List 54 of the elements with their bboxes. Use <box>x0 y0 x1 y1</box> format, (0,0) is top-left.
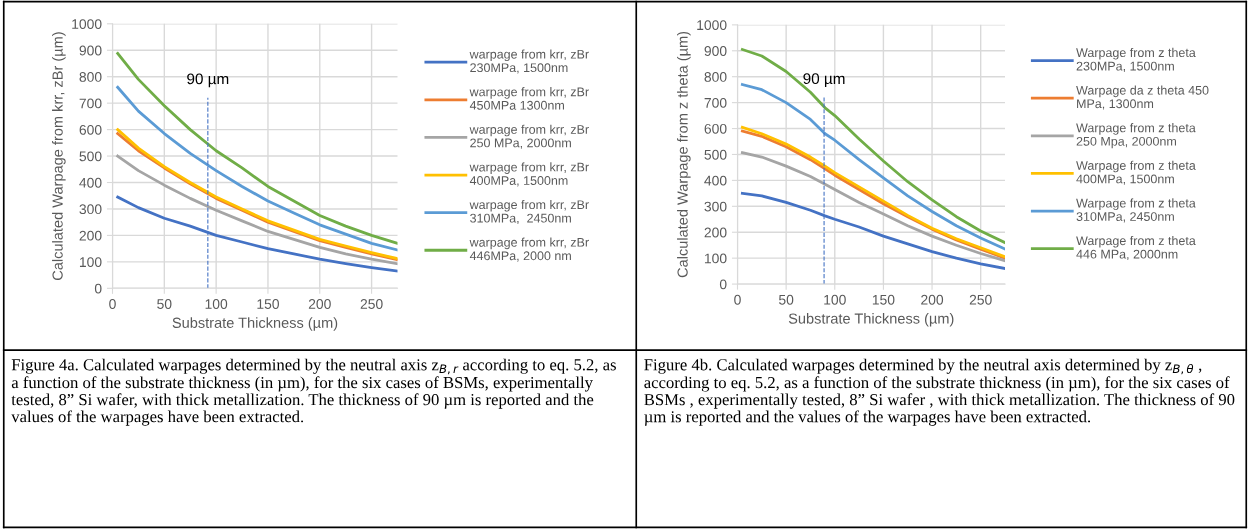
y-tick-label: 100 <box>79 257 102 268</box>
x-tick-label: 250 <box>360 299 383 309</box>
legend-label: warpage from krr, zBr 230MPa, 1500nm <box>469 49 589 74</box>
x-tick-label: 100 <box>205 299 228 309</box>
y-tick-label: 400 <box>79 177 102 188</box>
y-tick-label: 800 <box>79 72 102 82</box>
x-tick-label: 0 <box>734 294 741 305</box>
legend-label: Warpage from z theta 250 Mpa, 2000nm <box>1076 123 1196 149</box>
x-tick-label: 50 <box>157 299 172 309</box>
y-tick-label: 200 <box>79 230 102 241</box>
x-tick-label: 150 <box>257 299 279 309</box>
y-tick-label: 700 <box>79 98 102 109</box>
ref-line-label: 90 µm <box>803 73 845 88</box>
x-tick-label: 250 <box>969 294 992 305</box>
y-tick-label: 0 <box>719 279 727 290</box>
legend-label: warpage from krr, zBr 250 MPa, 2000nm <box>469 124 589 149</box>
y-tick-label: 200 <box>704 227 727 238</box>
legend-label: warpage from krr, zBr 446MPa, 2000 nm <box>469 237 589 262</box>
legend-label: warpage from krr, zBr 310MPa, 2450nm <box>469 199 589 225</box>
y-tick-label: 900 <box>704 46 727 56</box>
legend-label: Warpage from z theta 310MPa, 2450nm <box>1076 198 1196 223</box>
legend-label: Warpage da z theta 450 MPa, 1300nm <box>1076 85 1209 110</box>
y-axis-title: Calculated Warpage from z theta (µm) <box>677 31 691 278</box>
y-tick-label: 1000 <box>72 19 102 29</box>
x-axis-title: Substrate Thickness (µm) <box>172 317 338 331</box>
x-tick-label: 200 <box>921 294 944 305</box>
x-axis-title: Substrate Thickness (µm) <box>788 312 954 327</box>
y-tick-label: 800 <box>704 72 727 82</box>
x-tick-label: 150 <box>872 294 895 305</box>
y-tick-label: 600 <box>79 124 102 135</box>
x-tick-label: 100 <box>824 294 846 305</box>
y-tick-label: 1000 <box>697 20 727 31</box>
y-tick-label: 300 <box>79 204 102 215</box>
y-tick-label: 400 <box>704 175 727 186</box>
legend-label: Warpage from z theta 230MPa, 1500nm <box>1076 47 1196 72</box>
y-tick-label: 600 <box>704 123 727 134</box>
y-tick-label: 900 <box>79 45 102 56</box>
x-tick-label: 50 <box>778 294 794 305</box>
y-tick-label: 700 <box>704 97 727 108</box>
legend-label: Warpage from z theta 400MPa, 1500nm <box>1076 160 1196 185</box>
y-tick-label: 300 <box>704 201 727 212</box>
ref-line-label: 90 µm <box>187 73 229 88</box>
y-tick-label: 0 <box>94 283 102 294</box>
legend-label: warpage from krr, zBr 400MPa, 1500nm <box>469 162 589 187</box>
y-tick-label: 500 <box>79 151 102 162</box>
legend-label: warpage from krr, zBr 450MPa 1300nm <box>469 87 589 110</box>
y-axis-title: Calculated Warpage from krr, zBr (µm) <box>52 32 66 280</box>
legend-label: Warpage from z theta 446 MPa, 2000nm <box>1076 235 1196 261</box>
x-tick-label: 0 <box>109 299 116 309</box>
caption: Figure 4b. Calculated warpages determined by the neutral axis determined by z$_{B,θ}$ , according to eq. 5.2, as a function of the substrate thickness (in µm), for the six cases of BSMs , experimentally tested, 8” Si wafer , with thick metallization. The thickness of 90 µm is reported and the values of the warpages have been extracted. <box>644 358 1235 426</box>
x-tick-label: 200 <box>308 299 331 309</box>
caption: Figure 4a. Calculated warpages determined by the neutral axis z$_{B,r}$ according to eq. 5.2, as a function of the substrate thickness (in µm), for the six cases of BSMs, experimentally tested, 8” Si wafer, with thick metallization. The thickness of 90 µm is reported and the values of the warpages have been extracted. <box>11 358 616 426</box>
y-tick-label: 500 <box>704 149 727 160</box>
y-tick-label: 100 <box>704 253 727 264</box>
